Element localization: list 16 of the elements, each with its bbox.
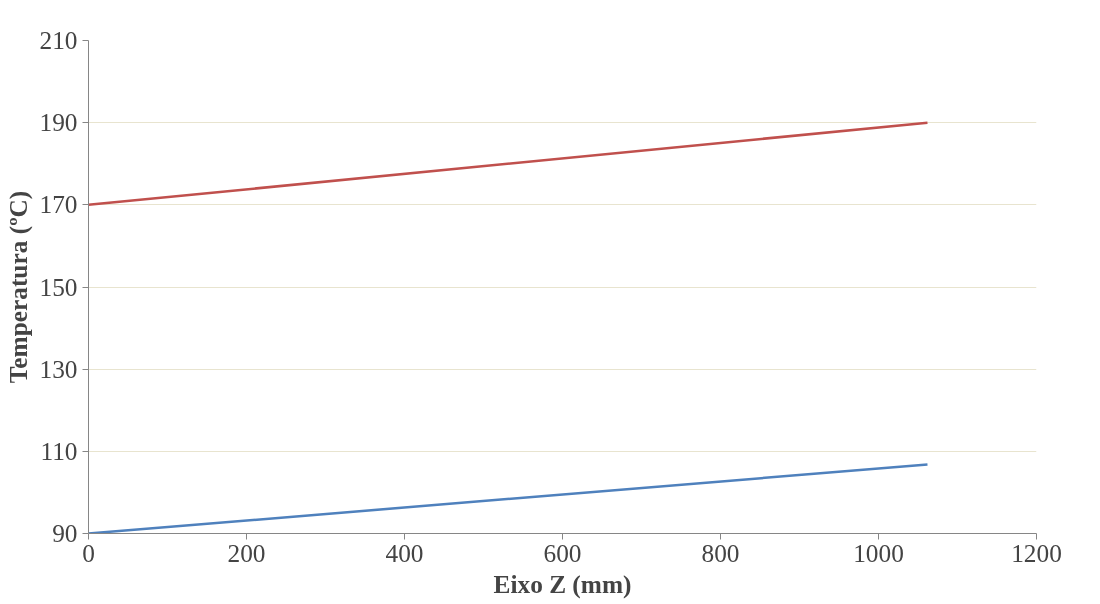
y-tick-label: 210 (39, 26, 78, 54)
y-tick-label: 170 (39, 190, 78, 219)
x-tick-label: 600 (543, 538, 582, 567)
x-tick-label: 400 (385, 538, 424, 567)
x-tick-label: 0 (82, 538, 95, 567)
y-tick-label: 110 (40, 436, 78, 465)
x-tick-label: 800 (701, 538, 740, 567)
y-tick-label: 130 (39, 354, 78, 383)
x-tick-label: 200 (227, 538, 266, 567)
y-tick-label: 150 (39, 272, 78, 301)
y-tick-label: 90 (52, 519, 78, 547)
x-tick-label: 1200 (1011, 538, 1062, 567)
y-axis-title: Temperatura (ºC) (3, 190, 33, 384)
x-tick-label: 1000 (853, 538, 904, 567)
y-tick-label: 190 (39, 108, 78, 137)
x-axis-title: Eixo Z (mm) (493, 569, 632, 599)
